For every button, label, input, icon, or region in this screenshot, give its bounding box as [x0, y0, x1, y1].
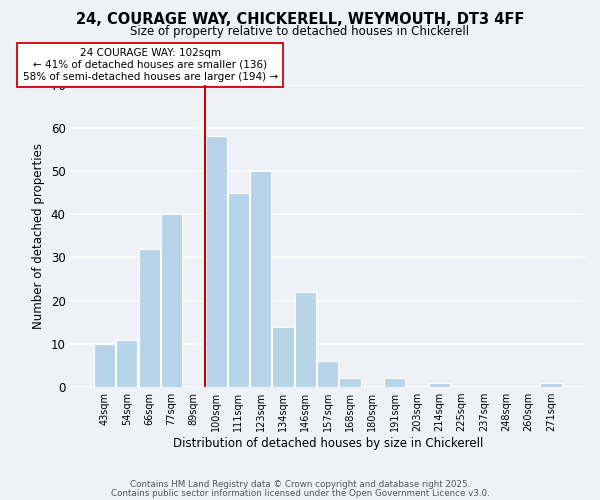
- Text: Size of property relative to detached houses in Chickerell: Size of property relative to detached ho…: [130, 25, 470, 38]
- Bar: [139, 249, 160, 387]
- Bar: [116, 340, 137, 387]
- Bar: [384, 378, 406, 387]
- Text: 24 COURAGE WAY: 102sqm
← 41% of detached houses are smaller (136)
58% of semi-de: 24 COURAGE WAY: 102sqm ← 41% of detached…: [23, 48, 278, 82]
- Bar: [206, 136, 227, 387]
- Text: 24, COURAGE WAY, CHICKERELL, WEYMOUTH, DT3 4FF: 24, COURAGE WAY, CHICKERELL, WEYMOUTH, D…: [76, 12, 524, 28]
- Bar: [317, 361, 338, 387]
- Bar: [94, 344, 115, 387]
- Bar: [340, 378, 361, 387]
- Text: Contains public sector information licensed under the Open Government Licence v3: Contains public sector information licen…: [110, 489, 490, 498]
- Bar: [272, 326, 293, 387]
- Bar: [295, 292, 316, 387]
- Text: Contains HM Land Registry data © Crown copyright and database right 2025.: Contains HM Land Registry data © Crown c…: [130, 480, 470, 489]
- Bar: [250, 171, 271, 387]
- Bar: [541, 383, 562, 387]
- Bar: [429, 383, 450, 387]
- Bar: [161, 214, 182, 387]
- Y-axis label: Number of detached properties: Number of detached properties: [32, 143, 45, 329]
- X-axis label: Distribution of detached houses by size in Chickerell: Distribution of detached houses by size …: [173, 437, 483, 450]
- Bar: [228, 192, 249, 387]
